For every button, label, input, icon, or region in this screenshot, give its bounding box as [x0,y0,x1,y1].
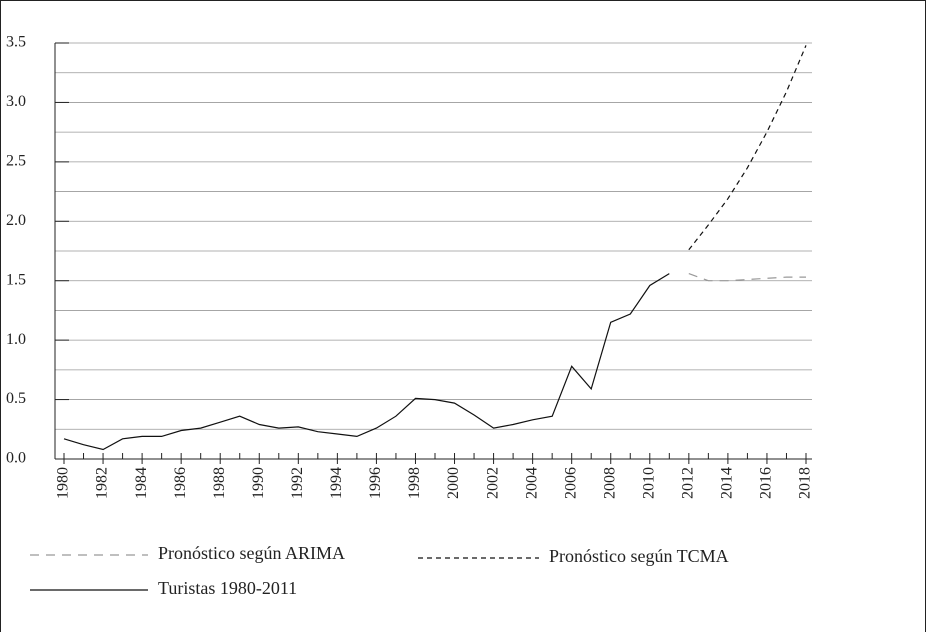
series-line [688,45,807,251]
x-tick-label: 1988 [211,467,228,499]
x-tick-label: 1996 [367,467,384,499]
series-line [688,273,806,282]
y-tick-label: 0.5 [6,390,26,407]
x-tick-label: 2004 [523,467,540,499]
x-tick-label: 2016 [758,467,775,499]
legend-label: Turistas 1980-2011 [158,578,297,598]
x-tick-label: 2018 [797,467,814,499]
y-tick-label: 2.5 [6,153,26,170]
y-tick-label: 1.5 [6,271,26,288]
x-tick-label: 1982 [94,467,111,499]
x-tick-label: 2006 [562,467,579,499]
x-tick-label: 1998 [406,467,423,499]
x-tick-label: 1980 [55,467,72,499]
x-tick-label: 1986 [172,467,189,499]
x-tick-label: 1984 [133,467,150,499]
y-tick-label: 1.0 [6,331,26,348]
legend-label: Pronóstico según TCMA [549,546,729,566]
x-tick-label: 2000 [445,467,462,499]
x-tick-label: 1992 [289,467,306,499]
series-line [63,273,670,451]
y-tick-label: 3.0 [6,93,26,110]
y-tick-label: 0.0 [6,450,26,467]
x-tick-label: 2010 [640,467,657,499]
x-tick-label: 1994 [328,467,345,499]
y-tick-label: 2.0 [6,212,26,229]
y-tick-label: 3.5 [6,34,26,51]
x-tick-label: 2014 [719,467,736,499]
x-tick-label: 2002 [484,467,501,499]
x-tick-label: 2008 [601,467,618,499]
legend-label: Pronóstico según ARIMA [158,543,345,563]
x-tick-label: 2012 [680,467,697,499]
x-tick-label: 1990 [250,467,267,499]
